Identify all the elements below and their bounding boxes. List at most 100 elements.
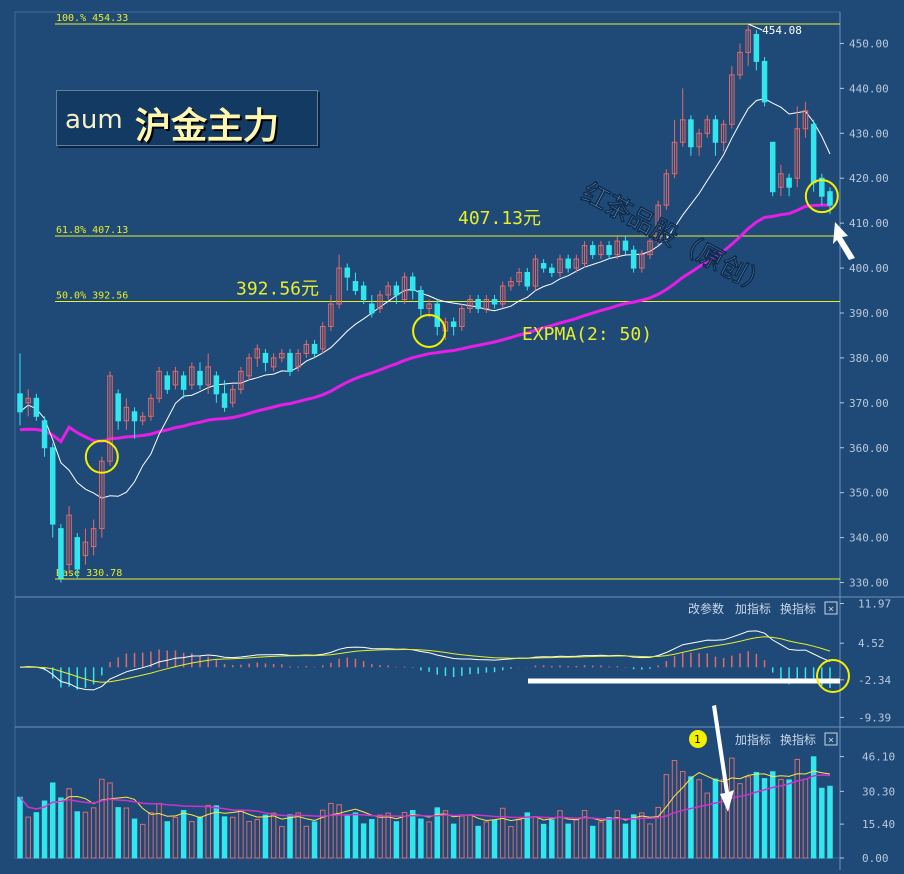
volume-bar — [622, 823, 629, 859]
candle-body — [262, 352, 269, 363]
candle-body — [622, 240, 629, 251]
candle-body — [737, 51, 743, 76]
volume-bar — [377, 814, 383, 859]
y-tick-label: 330.00 — [849, 577, 889, 590]
volume-ma-long — [19, 774, 831, 820]
candle-body — [221, 393, 228, 408]
candle-body — [679, 119, 686, 143]
candle-body — [589, 245, 596, 256]
volume-bar — [279, 826, 285, 859]
candle-body — [704, 119, 711, 134]
candle-body — [467, 299, 473, 309]
candle-body — [41, 420, 48, 449]
candle-body — [197, 370, 203, 386]
volume-bar — [336, 804, 342, 859]
close-icon[interactable] — [824, 732, 838, 746]
volume-bar — [737, 783, 743, 859]
candle-body — [409, 276, 416, 292]
volume-bar — [794, 758, 801, 859]
candle-body — [499, 285, 506, 305]
volume-bar — [524, 812, 531, 859]
candle-body — [360, 285, 367, 301]
candle-body — [475, 299, 481, 309]
candle-body — [573, 258, 580, 269]
volume-bar — [238, 809, 244, 859]
candle-body — [393, 285, 400, 296]
candle-body — [189, 366, 195, 386]
macd-toolbar-2[interactable]: 换指标 — [780, 601, 816, 616]
moving-average-line — [19, 98, 831, 499]
candle-body — [778, 173, 784, 188]
candle-body — [450, 321, 457, 327]
volume-bar — [344, 814, 351, 859]
highlight-circle — [816, 659, 850, 693]
volume-bar — [418, 818, 424, 859]
volume-bar — [729, 757, 735, 859]
volume-bar — [123, 807, 130, 859]
instrument-name: 沪金主力 — [135, 106, 280, 147]
fibonacci-label: 50.0% 392.56 — [56, 290, 128, 301]
candle-body — [769, 141, 776, 193]
y-tick-label: 350.00 — [849, 487, 889, 500]
volume-bar — [385, 812, 391, 859]
peak-value-label: 454.08 — [762, 24, 802, 37]
volume-bar — [671, 760, 678, 859]
volume-bar — [213, 805, 220, 859]
volume-bar — [614, 810, 621, 859]
candle-body — [819, 177, 825, 197]
candle-body — [66, 514, 72, 566]
y-tick-label: 0.00 — [862, 852, 889, 865]
candle-body — [729, 74, 735, 125]
candle-body — [172, 370, 179, 386]
candle-body — [524, 272, 531, 287]
candle-body — [516, 272, 522, 283]
candle-body — [311, 343, 318, 354]
y-tick-label: 380.00 — [849, 352, 889, 365]
candle-body — [352, 281, 359, 292]
volume-bar — [82, 811, 89, 859]
volume-bar — [786, 779, 792, 859]
close-icon[interactable] — [824, 601, 838, 615]
candle-body — [270, 357, 277, 368]
macd-toolbar-0[interactable]: 改参数 — [688, 601, 724, 616]
volume-bar — [287, 814, 293, 859]
volume-bar — [589, 825, 596, 859]
volume-bar — [303, 825, 310, 859]
candle-body — [254, 348, 261, 359]
candle-body — [279, 352, 285, 359]
volume-bar — [393, 821, 400, 859]
y-tick-label: 410.00 — [849, 217, 889, 230]
volume-bar — [573, 819, 580, 859]
volume-toolbar-1[interactable]: 换指标 — [780, 732, 816, 747]
candle-body — [532, 258, 539, 287]
y-tick-label: 15.40 — [862, 818, 895, 831]
candle-body — [336, 267, 342, 305]
volume-bar — [90, 807, 97, 859]
volume-bar — [810, 756, 817, 859]
volume-bar — [189, 820, 195, 859]
volume-bar — [229, 816, 236, 859]
volume-bar — [450, 823, 457, 859]
candle-body — [401, 276, 408, 301]
volume-bar — [778, 778, 784, 859]
candle-body — [49, 447, 56, 525]
volume-bar — [148, 812, 154, 859]
volume-bar — [246, 820, 252, 859]
volume-bar — [639, 812, 645, 859]
y-tick-label: 430.00 — [849, 127, 889, 140]
volume-bar — [156, 802, 162, 859]
volume-bar — [598, 821, 604, 859]
volume-bar — [467, 814, 473, 859]
macd-toolbar-1[interactable]: 加指标 — [735, 601, 771, 616]
volume-bar — [761, 778, 768, 859]
y-tick-label: 340.00 — [849, 532, 889, 545]
volume-bar — [74, 811, 81, 859]
y-tick-label: 360.00 — [849, 442, 889, 455]
volume-toolbar-0[interactable]: 加指标 — [735, 732, 771, 747]
volume-bar — [319, 809, 326, 859]
volume-bar — [459, 814, 465, 859]
candle-body — [794, 128, 801, 179]
candle-body — [213, 375, 220, 395]
volume-bar — [360, 823, 367, 859]
